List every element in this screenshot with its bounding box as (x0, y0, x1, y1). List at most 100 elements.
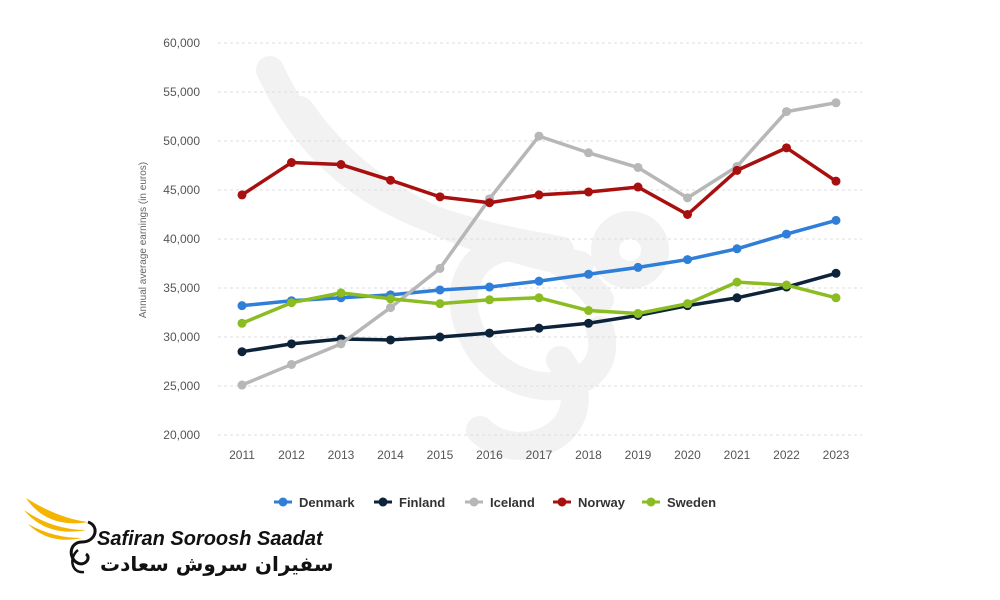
data-point-denmark[interactable] (831, 215, 841, 225)
data-point-iceland[interactable] (386, 303, 395, 313)
data-point-sweden[interactable] (386, 294, 395, 304)
swan-wings-icon (24, 498, 97, 574)
data-point-denmark[interactable] (435, 285, 445, 295)
data-point-iceland[interactable] (633, 162, 643, 172)
data-point-iceland[interactable] (534, 131, 544, 141)
data-point-norway[interactable] (534, 190, 544, 200)
x-tick-label: 2012 (278, 448, 305, 462)
data-point-iceland[interactable] (782, 107, 791, 117)
data-point-norway[interactable] (732, 165, 742, 175)
legend-swatch-marker (278, 497, 288, 507)
x-tick-label: 2021 (724, 448, 751, 462)
legend-swatch-marker (646, 497, 656, 507)
data-point-denmark[interactable] (782, 229, 791, 239)
legend-label: Norway (578, 495, 626, 510)
data-point-norway[interactable] (485, 198, 494, 208)
data-point-denmark[interactable] (485, 282, 494, 292)
data-point-sweden[interactable] (237, 318, 247, 328)
data-point-finland[interactable] (584, 318, 593, 328)
data-point-iceland[interactable] (287, 359, 296, 369)
data-point-norway[interactable] (435, 192, 445, 202)
data-point-finland[interactable] (485, 328, 494, 338)
x-tick-label: 2020 (674, 448, 701, 462)
x-tick-label: 2018 (575, 448, 602, 462)
legend-item-denmark[interactable]: Denmark (274, 495, 355, 510)
data-point-finland[interactable] (386, 335, 395, 345)
x-tick-label: 2023 (823, 448, 850, 462)
data-point-finland[interactable] (831, 268, 841, 278)
y-tick-label: 25,000 (163, 379, 200, 393)
legend[interactable]: Denmark Finland Iceland Norway Sweden (274, 495, 716, 510)
data-point-finland[interactable] (237, 347, 247, 357)
data-point-sweden[interactable] (435, 299, 445, 309)
data-point-sweden[interactable] (683, 299, 692, 309)
data-point-norway[interactable] (287, 158, 296, 168)
legend-item-norway[interactable]: Norway (553, 495, 626, 510)
data-point-norway[interactable] (633, 182, 643, 192)
data-point-sweden[interactable] (485, 295, 494, 305)
data-point-denmark[interactable] (534, 276, 544, 286)
y-tick-label: 40,000 (163, 232, 200, 246)
data-point-denmark[interactable] (237, 301, 247, 311)
series-lines (237, 98, 841, 390)
data-point-denmark[interactable] (584, 269, 593, 279)
legend-label: Denmark (299, 495, 355, 510)
data-point-denmark[interactable] (732, 244, 742, 254)
data-point-iceland[interactable] (336, 339, 346, 349)
y-tick-label: 35,000 (163, 281, 200, 295)
y-tick-label: 55,000 (163, 85, 200, 99)
x-tick-label: 2016 (476, 448, 503, 462)
data-point-iceland[interactable] (435, 263, 445, 273)
legend-swatch-marker (557, 497, 567, 507)
legend-label: Finland (399, 495, 445, 510)
data-point-sweden[interactable] (336, 288, 346, 298)
data-point-sweden[interactable] (534, 293, 544, 303)
data-point-iceland[interactable] (237, 380, 247, 390)
gridlines (218, 42, 862, 436)
x-axis-ticks: 2011 2012 2013 2014 2015 2016 2017 2018 2019 2020… (229, 448, 850, 462)
y-axis-title: Annual average earnings (in euros) (138, 162, 149, 318)
data-point-norway[interactable] (237, 190, 247, 200)
legend-label: Sweden (667, 495, 716, 510)
legend-item-sweden[interactable]: Sweden (642, 495, 716, 510)
y-tick-label: 60,000 (163, 36, 200, 50)
y-tick-label: 20,000 (163, 428, 200, 442)
brand-name-persian: سفیران سروش سعادت (100, 552, 334, 576)
data-point-sweden[interactable] (831, 293, 841, 303)
data-point-iceland[interactable] (584, 148, 593, 158)
legend-item-finland[interactable]: Finland (374, 495, 445, 510)
brand-name-english: Safiran Soroosh Saadat (97, 528, 323, 550)
y-axis-ticks: 20,000 25,000 30,000 35,000 40,000 45,000 50,0… (163, 36, 200, 442)
x-tick-label: 2022 (773, 448, 800, 462)
data-point-finland[interactable] (435, 332, 445, 342)
data-point-iceland[interactable] (831, 98, 841, 108)
data-point-norway[interactable] (782, 143, 791, 153)
data-point-sweden[interactable] (782, 280, 791, 290)
y-tick-label: 50,000 (163, 134, 200, 148)
data-point-iceland[interactable] (683, 193, 692, 203)
data-point-norway[interactable] (584, 187, 593, 197)
data-point-sweden[interactable] (633, 308, 643, 318)
data-point-sweden[interactable] (584, 306, 593, 316)
data-point-denmark[interactable] (683, 255, 692, 265)
x-tick-label: 2015 (427, 448, 454, 462)
data-point-denmark[interactable] (633, 262, 643, 272)
legend-label: Iceland (490, 495, 535, 510)
data-point-sweden[interactable] (732, 277, 742, 287)
y-tick-label: 45,000 (163, 183, 200, 197)
data-point-norway[interactable] (831, 176, 841, 186)
data-point-finland[interactable] (732, 293, 742, 303)
data-point-sweden[interactable] (287, 298, 296, 308)
series-norway (237, 143, 841, 219)
data-point-finland[interactable] (287, 339, 296, 349)
data-point-norway[interactable] (336, 160, 346, 170)
legend-swatch-marker (378, 497, 388, 507)
series-sweden (237, 277, 841, 328)
data-point-finland[interactable] (534, 323, 544, 333)
data-point-norway[interactable] (386, 175, 395, 185)
x-tick-label: 2011 (229, 448, 255, 462)
x-tick-label: 2019 (625, 448, 652, 462)
data-point-norway[interactable] (683, 210, 692, 219)
legend-item-iceland[interactable]: Iceland (465, 495, 535, 510)
